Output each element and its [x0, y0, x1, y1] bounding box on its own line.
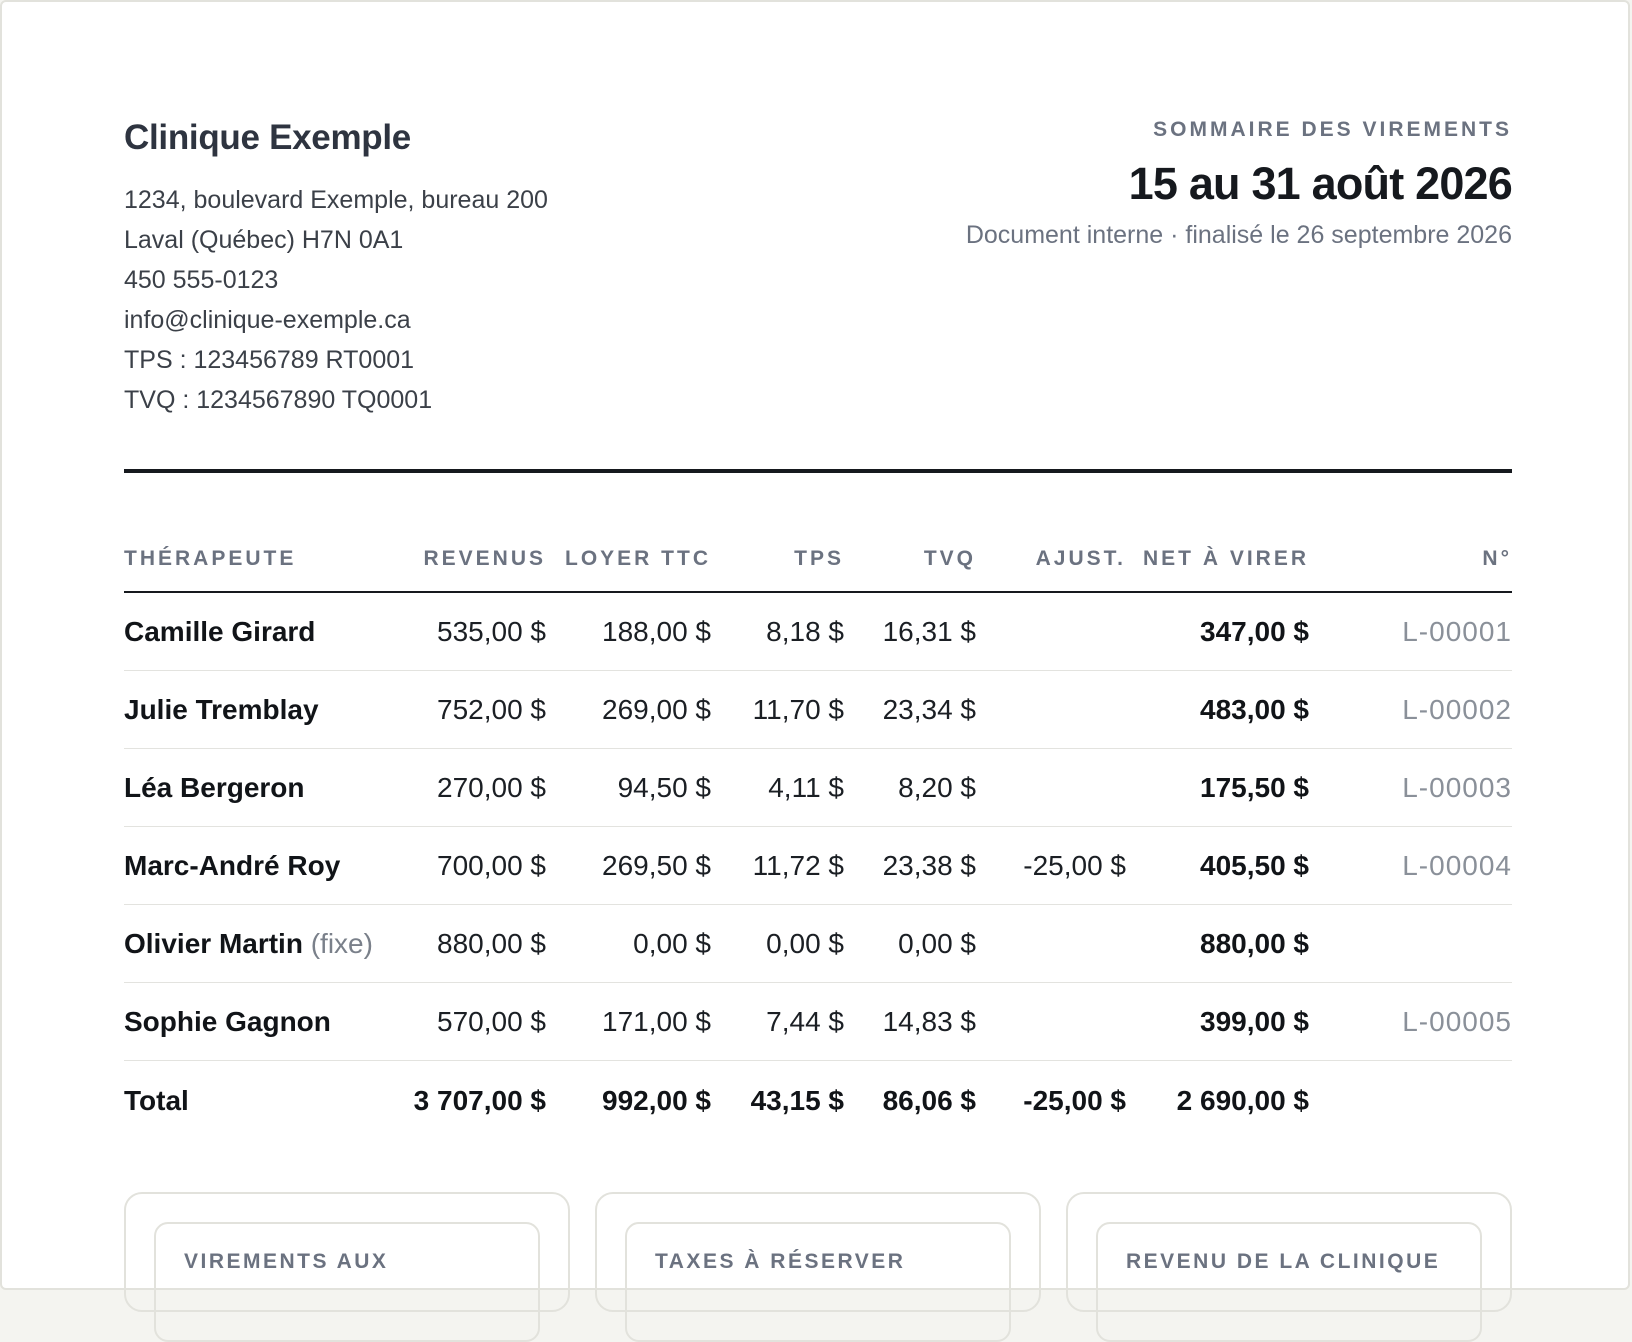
total-tvq: 86,06 $ [882, 1085, 976, 1116]
therapist-name: Marc-André Roy [124, 826, 406, 905]
cell-revenus: 880,00 $ [406, 904, 546, 983]
therapist-name-cell: Olivier Martin (fixe) [124, 904, 406, 983]
cell-revenus: 700,00 $ [406, 826, 546, 905]
clinic-phone: 450 555-0123 [124, 266, 279, 294]
document-header: Clinique Exemple 1234, boulevard Exemple… [124, 2, 1513, 473]
cell-ajust [976, 982, 1126, 1061]
cell-net: 175,50 $ [1126, 748, 1309, 827]
document-note: Document interne · finalisé le 26 septem… [965, 221, 1512, 249]
clinic-address-block: 1234, boulevard Exemple, bureau 200 Lava… [124, 180, 548, 420]
document-period: 15 au 31 août 2026 [1128, 158, 1513, 209]
cell-net: 405,50 $ [1126, 826, 1309, 905]
table-total-row: Total 3 707,00 $ 992,00 $ 43,15 $ 86,06 … [124, 1061, 1512, 1142]
therapist-name: Julie Tremblay [124, 670, 406, 749]
cell-revenus: 570,00 $ [406, 982, 546, 1061]
cell-net: 347,00 $ [1126, 592, 1309, 671]
cell-tvq: 23,34 $ [844, 670, 976, 749]
clinic-tvq-number: TVQ : 1234567890 TQ0001 [124, 386, 433, 414]
table-header-row: THÉRAPEUTE REVENUS LOYER TTC TPS TVQ AJU… [124, 527, 1512, 593]
cell-loyer: 269,50 $ [546, 826, 711, 905]
cell-loyer: 94,50 $ [546, 748, 711, 827]
total-tps: 43,15 $ [750, 1085, 844, 1116]
cell-tps: 7,44 $ [711, 982, 844, 1061]
cell-ajust: -25,00 $ [976, 826, 1126, 905]
col-header-tps: TPS [711, 527, 844, 593]
cell-ref: L-00002 [1309, 670, 1512, 749]
clinic-email: info@clinique-exemple.ca [124, 306, 411, 334]
cell-ajust [976, 748, 1126, 827]
therapist-name: Léa Bergeron [124, 748, 406, 827]
total-ref [1309, 1061, 1512, 1142]
card-taxes: TAXES À RÉSERVER [595, 1192, 1041, 1342]
table-row: Léa Bergeron 270,00 $ 94,50 $ 4,11 $ 8,2… [124, 748, 1512, 827]
card-revenu-clinique-inner: REVENU DE LA CLINIQUE [1096, 1222, 1482, 1342]
document-kicker: SOMMAIRE DES VIREMENTS [1153, 118, 1512, 141]
card-virements-label: VIREMENTS AUX [184, 1250, 389, 1273]
cell-tps: 8,18 $ [711, 592, 844, 671]
total-label: Total [124, 1085, 189, 1116]
cell-ref: L-00004 [1309, 826, 1512, 905]
cell-ajust [976, 592, 1126, 671]
therapist-name: Olivier Martin [124, 927, 303, 959]
total-net: 2 690,00 $ [1176, 1085, 1309, 1116]
cell-revenus: 752,00 $ [406, 670, 546, 749]
document-content: Clinique Exemple 1234, boulevard Exemple… [124, 2, 1513, 1342]
card-taxes-label: TAXES À RÉSERVER [655, 1250, 906, 1273]
cell-tps: 4,11 $ [711, 748, 844, 827]
card-virements: VIREMENTS AUX [124, 1192, 570, 1342]
cell-tvq: 23,38 $ [844, 826, 976, 905]
transfer-summary-table: THÉRAPEUTE REVENUS LOYER TTC TPS TVQ AJU… [124, 527, 1512, 1141]
cell-revenus: 270,00 $ [406, 748, 546, 827]
cell-ajust [976, 670, 1126, 749]
cell-loyer: 269,00 $ [546, 670, 711, 749]
table-row: Julie Tremblay 752,00 $ 269,00 $ 11,70 $… [124, 670, 1512, 749]
cell-ref: L-00001 [1309, 592, 1512, 671]
table-row: Sophie Gagnon 570,00 $ 171,00 $ 7,44 $ 1… [124, 982, 1512, 1061]
cell-tvq: 14,83 $ [844, 982, 976, 1061]
clinic-name: Clinique Exemple [124, 118, 411, 157]
card-taxes-inner: TAXES À RÉSERVER [625, 1222, 1011, 1342]
cell-ref [1309, 904, 1512, 983]
cell-revenus: 535,00 $ [406, 592, 546, 671]
cell-loyer: 188,00 $ [546, 592, 711, 671]
cell-tvq: 8,20 $ [844, 748, 976, 827]
clinic-tps-number: TPS : 123456789 RT0001 [124, 346, 415, 374]
col-header-ajust: AJUST. [976, 527, 1126, 593]
col-header-loyer: LOYER TTC [546, 527, 711, 593]
cell-net: 880,00 $ [1126, 904, 1309, 983]
therapist-name: Camille Girard [124, 592, 406, 671]
cell-net: 483,00 $ [1126, 670, 1309, 749]
cell-tps: 11,72 $ [711, 826, 844, 905]
cell-net: 399,00 $ [1126, 982, 1309, 1061]
therapist-name: Sophie Gagnon [124, 982, 406, 1061]
total-loyer: 992,00 $ [602, 1085, 711, 1116]
table-row: Camille Girard 535,00 $ 188,00 $ 8,18 $ … [124, 592, 1512, 671]
col-header-numero: N° [1309, 527, 1512, 593]
header-divider [124, 469, 1512, 473]
card-revenu-clinique-label: REVENU DE LA CLINIQUE [1126, 1250, 1441, 1273]
cell-tps: 0,00 $ [711, 904, 844, 983]
card-revenu-clinique: REVENU DE LA CLINIQUE [1066, 1192, 1512, 1342]
col-header-revenus: REVENUS [406, 527, 546, 593]
table-row: Marc-André Roy 700,00 $ 269,50 $ 11,72 $… [124, 826, 1512, 905]
total-ajust: -25,00 $ [1023, 1085, 1126, 1116]
fixed-rate-tag: (fixe) [310, 927, 373, 959]
address-line-street: 1234, boulevard Exemple, bureau 200 [124, 186, 548, 214]
col-header-tvq: TVQ [844, 527, 976, 593]
cell-loyer: 171,00 $ [546, 982, 711, 1061]
cell-tps: 11,70 $ [711, 670, 844, 749]
col-header-net: NET À VIRER [1126, 527, 1309, 593]
cell-tvq: 16,31 $ [844, 592, 976, 671]
cell-ref: L-00003 [1309, 748, 1512, 827]
cell-tvq: 0,00 $ [844, 904, 976, 983]
card-virements-inner: VIREMENTS AUX [154, 1222, 540, 1342]
cell-loyer: 0,00 $ [546, 904, 711, 983]
address-line-city: Laval (Québec) H7N 0A1 [124, 226, 404, 254]
table-row: Olivier Martin (fixe) 880,00 $ 0,00 $ 0,… [124, 904, 1512, 983]
cell-ajust [976, 904, 1126, 983]
total-revenus: 3 707,00 $ [413, 1085, 546, 1116]
col-header-therapeute: THÉRAPEUTE [124, 527, 406, 593]
cell-ref: L-00005 [1309, 982, 1512, 1061]
